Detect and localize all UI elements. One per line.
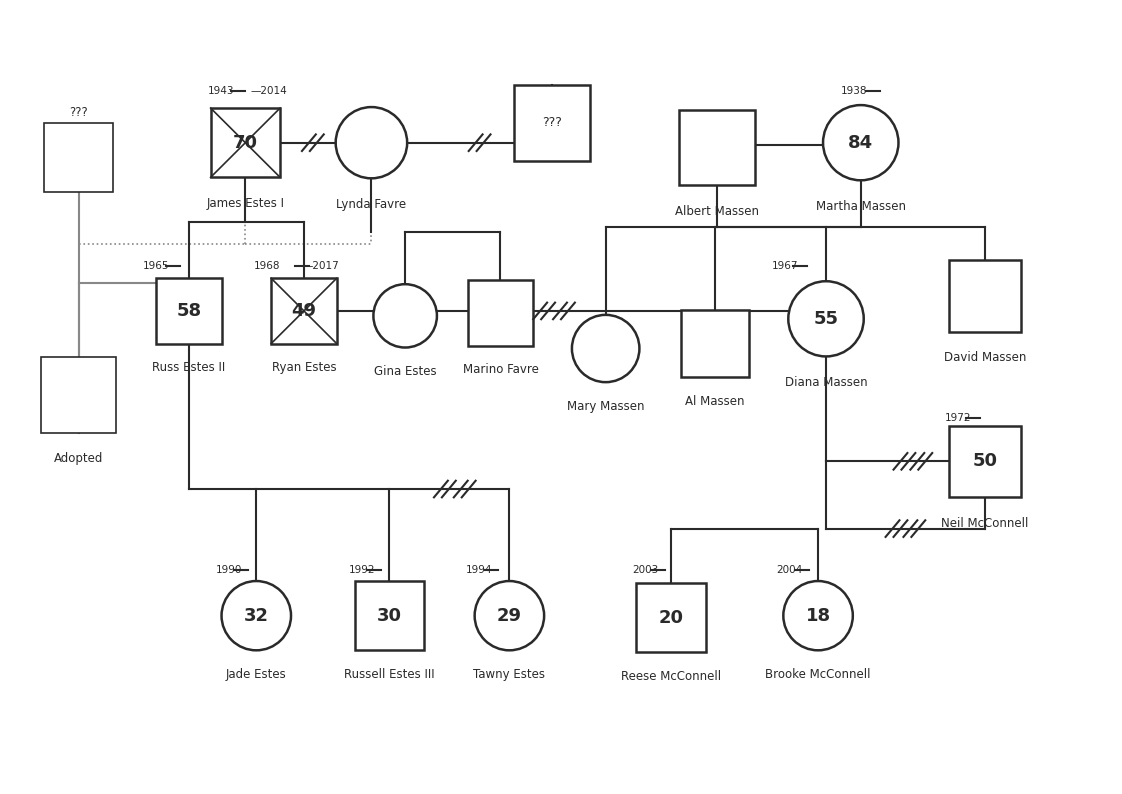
Bar [156,278,221,344]
Bar [636,583,706,653]
Text: 2004: 2004 [776,565,802,575]
Text: 1994: 1994 [466,565,493,575]
Text: 1968: 1968 [255,261,280,272]
Text: Reese McConnell: Reese McConnell [622,670,721,683]
Bar [949,426,1021,497]
Text: 1938: 1938 [840,87,867,96]
Text: 32: 32 [243,607,269,625]
Text: Ryan Estes: Ryan Estes [272,361,337,375]
Bar [40,357,117,433]
Text: 1943: 1943 [208,87,234,96]
Ellipse shape [572,315,640,382]
Text: Diana Massen: Diana Massen [784,376,867,389]
Ellipse shape [475,581,544,650]
Bar [949,260,1021,332]
Text: ???: ??? [70,106,88,119]
Text: Gina Estes: Gina Estes [374,365,436,378]
Bar [514,85,590,160]
Bar [44,123,113,192]
Text: Jade Estes: Jade Estes [226,668,286,681]
Text: 49: 49 [292,302,316,320]
Text: 84: 84 [848,133,873,152]
Text: Adopted: Adopted [54,453,103,465]
Ellipse shape [374,284,436,348]
Ellipse shape [789,281,864,357]
Text: 70: 70 [233,133,258,152]
Text: Neil McConnell: Neil McConnell [941,517,1029,530]
Text: 18: 18 [806,607,830,625]
Text: Russell Estes III: Russell Estes III [344,668,434,681]
Bar [272,278,337,344]
Text: 58: 58 [176,302,201,320]
Ellipse shape [783,581,853,650]
Text: David Massen: David Massen [944,352,1026,364]
Text: 2003: 2003 [633,565,659,575]
Text: Lynda Favre: Lynda Favre [337,198,406,211]
Text: 1992: 1992 [349,565,375,575]
Bar [355,581,424,650]
Ellipse shape [335,107,407,179]
Text: Marino Favre: Marino Favre [462,364,539,376]
Text: 50: 50 [973,453,997,470]
Text: Al Massen: Al Massen [686,395,745,408]
Ellipse shape [824,105,899,180]
Text: —2017: —2017 [303,261,340,272]
Text: 20: 20 [659,609,683,626]
Text: 30: 30 [377,607,402,625]
Text: ???: ??? [542,117,562,129]
Bar [211,108,280,177]
Text: Mary Massen: Mary Massen [567,400,644,413]
Text: 29: 29 [497,607,522,625]
Text: 1972: 1972 [945,413,972,422]
Bar [468,280,533,345]
Text: 55: 55 [813,310,838,328]
Text: 1965: 1965 [144,261,169,272]
Text: Martha Massen: Martha Massen [816,200,905,213]
Text: Russ Estes II: Russ Estes II [153,361,226,375]
Text: 1967: 1967 [772,261,798,272]
Text: James Estes I: James Estes I [206,197,284,210]
Text: Brooke McConnell: Brooke McConnell [765,668,871,681]
Text: Albert Massen: Albert Massen [674,205,758,218]
Text: —2014: —2014 [250,87,287,96]
Ellipse shape [221,581,291,650]
Bar [679,110,755,185]
Text: 1990: 1990 [215,565,242,575]
Text: Tawny Estes: Tawny Estes [473,668,545,681]
Bar [681,310,748,377]
